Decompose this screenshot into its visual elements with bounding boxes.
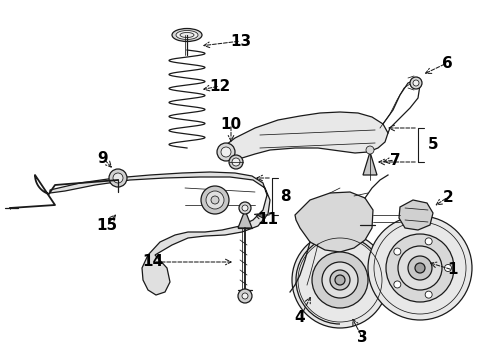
Circle shape (238, 289, 252, 303)
Text: 13: 13 (230, 33, 251, 49)
Polygon shape (295, 192, 373, 252)
Circle shape (415, 263, 425, 273)
Circle shape (394, 248, 401, 255)
Circle shape (394, 281, 401, 288)
Circle shape (410, 77, 422, 89)
Circle shape (221, 147, 231, 157)
Circle shape (386, 234, 454, 302)
Circle shape (211, 196, 219, 204)
Ellipse shape (172, 28, 202, 41)
Circle shape (109, 169, 127, 187)
Circle shape (312, 252, 368, 308)
Circle shape (239, 202, 251, 214)
Text: 7: 7 (390, 153, 400, 167)
Text: 8: 8 (280, 189, 291, 203)
Text: 15: 15 (97, 217, 118, 233)
Text: 12: 12 (209, 78, 231, 94)
Circle shape (368, 216, 472, 320)
Text: 10: 10 (220, 117, 242, 131)
Circle shape (242, 293, 248, 299)
Circle shape (408, 256, 432, 280)
Text: 1: 1 (448, 262, 458, 278)
Circle shape (242, 205, 248, 211)
Ellipse shape (180, 32, 194, 37)
Circle shape (425, 238, 432, 245)
Circle shape (292, 232, 388, 328)
Circle shape (330, 270, 350, 290)
Circle shape (398, 246, 442, 290)
Ellipse shape (176, 31, 198, 40)
Text: 3: 3 (357, 329, 368, 345)
Polygon shape (238, 210, 252, 228)
Circle shape (335, 275, 345, 285)
Text: 14: 14 (143, 255, 164, 270)
Text: 5: 5 (428, 136, 439, 152)
Text: 4: 4 (294, 310, 305, 325)
Text: 2: 2 (442, 189, 453, 204)
Circle shape (206, 191, 224, 209)
Circle shape (201, 186, 229, 214)
Circle shape (322, 262, 358, 298)
Circle shape (444, 265, 451, 271)
Circle shape (366, 146, 374, 154)
Text: 6: 6 (441, 55, 452, 71)
Circle shape (413, 80, 419, 86)
Polygon shape (363, 152, 377, 175)
Circle shape (113, 173, 123, 183)
Polygon shape (399, 200, 433, 230)
Text: 9: 9 (98, 150, 108, 166)
Circle shape (229, 155, 243, 169)
Circle shape (217, 143, 235, 161)
Text: 11: 11 (258, 212, 278, 226)
Circle shape (232, 158, 240, 166)
Circle shape (425, 291, 432, 298)
Polygon shape (50, 172, 270, 295)
Polygon shape (222, 112, 388, 160)
